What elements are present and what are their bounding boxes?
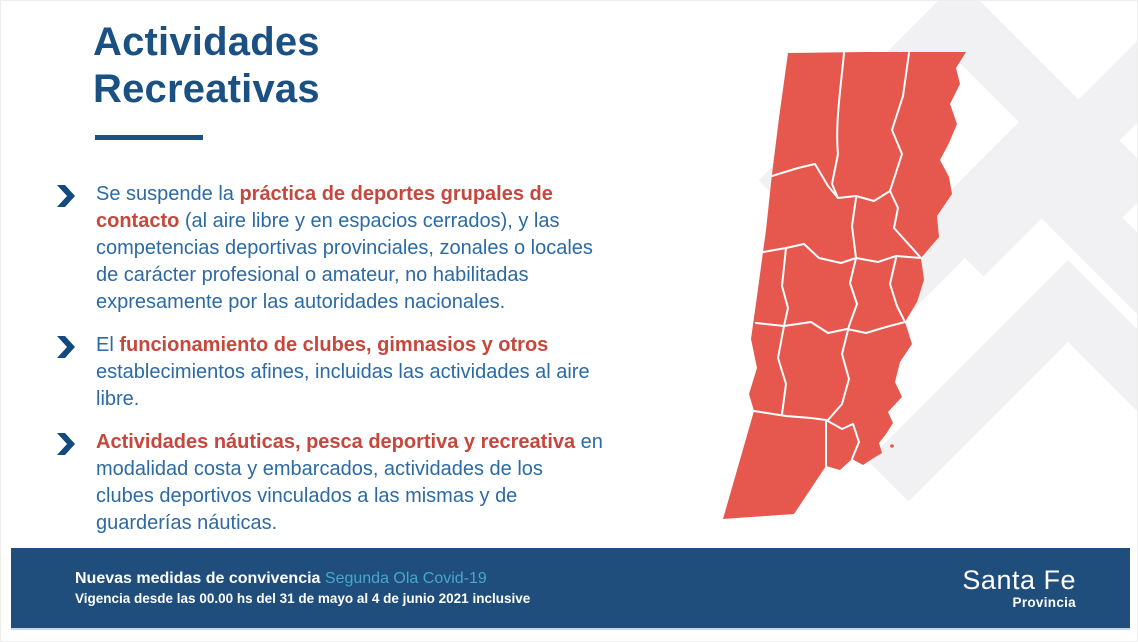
list-item: Actividades náuticas, pesca deportiva y … <box>57 429 697 537</box>
bullet-text: Se suspende la práctica de deportes grup… <box>96 181 593 316</box>
chevron-bullet-icon <box>57 433 75 455</box>
title-underline <box>95 135 203 140</box>
chevron-bullet-icon <box>57 185 75 207</box>
santa-fe-logo: Santa Fe Provincia <box>962 564 1076 611</box>
island-dot <box>890 444 894 448</box>
bullet-list: Se suspende la práctica de deportes grup… <box>57 181 697 553</box>
bullet-segment: en modalidad costa y embarcados, activid… <box>96 431 603 534</box>
footer-headline-accent: Segunda Ola Covid-19 <box>324 570 487 587</box>
bullet-segment-highlight: funcionamiento de clubes, gimnasios y ot… <box>119 334 549 356</box>
bullet-text: El funcionamiento de clubes, gimnasios y… <box>96 332 590 413</box>
bullet-text: Actividades náuticas, pesca deportiva y … <box>96 429 603 537</box>
list-item: El funcionamiento de clubes, gimnasios y… <box>57 332 697 413</box>
page-title-line1: Actividades <box>93 20 320 64</box>
santa-fe-province-map <box>723 52 966 519</box>
footer-headline-bold: Nuevas medidas de convivencia <box>75 570 321 587</box>
bullet-segment: establecimientos afines, incluidas las a… <box>96 361 590 410</box>
bullet-segment: (al aire libre y en espacios cerrados), … <box>96 210 593 313</box>
page-title: Actividades Recreativas <box>93 19 320 113</box>
footer-bar: Nuevas medidas de convivencia Segunda Ol… <box>11 548 1130 630</box>
footer-text-block: Nuevas medidas de convivencia Segunda Ol… <box>75 570 530 606</box>
footer-headline: Nuevas medidas de convivencia Segunda Ol… <box>75 570 530 588</box>
province-outline <box>723 52 966 519</box>
logo-name: Santa Fe <box>962 564 1076 595</box>
department-borders <box>753 52 922 467</box>
footer-validity-text: Vigencia desde las 00.00 hs del 31 de ma… <box>75 591 531 606</box>
logo-subtitle: Provincia <box>1012 595 1076 611</box>
bullet-segment: El <box>96 334 120 356</box>
bullet-segment: Se suspende la <box>96 183 240 205</box>
list-item: Se suspende la práctica de deportes grup… <box>57 181 697 316</box>
page-title-line2: Recreativas <box>93 66 320 111</box>
chevron-bullet-icon <box>57 336 75 358</box>
bullet-segment-highlight: Actividades náuticas, pesca deportiva y … <box>96 431 576 453</box>
bullet-segment-highlight: práctica de deportes grupales de contact… <box>96 183 553 232</box>
